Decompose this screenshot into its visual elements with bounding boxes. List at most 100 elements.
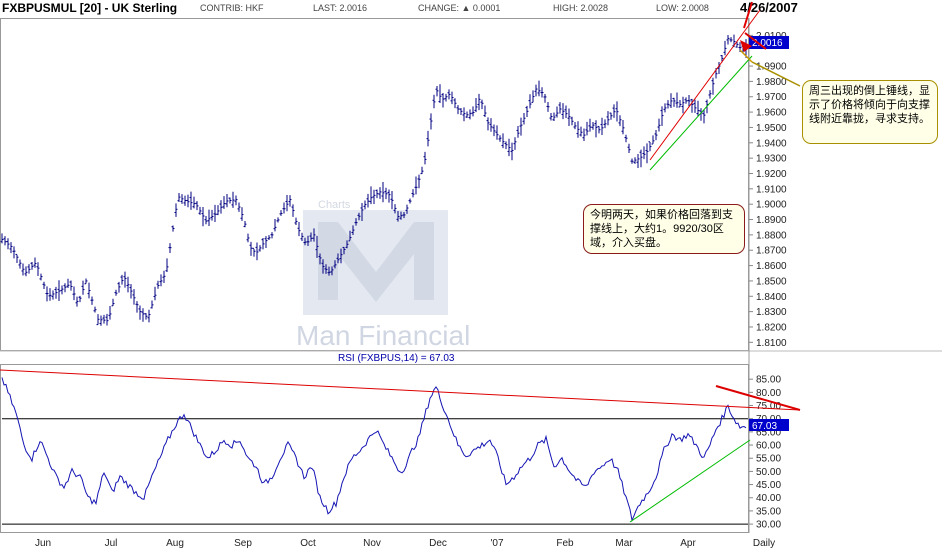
price-bar — [645, 143, 649, 164]
price-tick-label: 1.9000 — [756, 200, 787, 211]
price-tick-label: 1.8800 — [756, 230, 787, 241]
price-bar — [81, 280, 85, 295]
price-bar — [9, 242, 13, 254]
price-bar — [159, 274, 163, 287]
gold-callout-line — [751, 61, 801, 87]
price-bar — [492, 124, 496, 137]
rsi-last-box: 67.03 — [749, 419, 789, 432]
price-bar — [168, 243, 172, 254]
watermark-faded-text: Charts — [318, 199, 351, 211]
price-bar — [402, 212, 406, 219]
price-bar — [204, 216, 208, 225]
price-bars — [0, 34, 748, 326]
high-label: HIGH: 2.0028 — [553, 3, 609, 13]
price-bar — [333, 260, 337, 269]
watermark-brand: Man Financial — [296, 320, 470, 351]
price-bar — [27, 264, 31, 274]
price-bar — [189, 191, 193, 210]
price-bar — [108, 306, 112, 320]
price-bar — [687, 95, 691, 107]
price-bar — [696, 100, 700, 117]
price-bar — [267, 235, 271, 240]
price-bar — [654, 130, 658, 141]
price-bar — [363, 200, 367, 210]
price-bar — [111, 298, 115, 307]
price-bar — [351, 225, 355, 235]
x-axis-label: Feb — [556, 538, 574, 549]
price-bar — [282, 202, 286, 214]
price-bar — [66, 278, 70, 288]
x-axis-label: Apr — [680, 538, 696, 549]
price-bar — [381, 181, 385, 203]
price-bar — [339, 248, 343, 264]
price-bar — [270, 232, 274, 239]
price-bar — [96, 314, 100, 326]
price-bar — [129, 284, 133, 299]
price-bar — [309, 232, 313, 242]
price-bar — [156, 280, 160, 289]
price-bar — [591, 121, 595, 130]
price-bar — [201, 207, 205, 227]
price-bar — [12, 246, 16, 259]
rsi-tick-label: 75.00 — [756, 401, 781, 412]
price-bar — [342, 246, 346, 255]
price-bar — [585, 121, 589, 136]
price-bar — [279, 210, 283, 216]
price-bar — [636, 154, 640, 169]
price-bar — [708, 90, 712, 99]
watermark-logo: Charts Man Financial — [296, 199, 470, 351]
price-bar — [303, 237, 307, 246]
price-bar — [318, 253, 322, 265]
price-bar — [18, 259, 22, 269]
price-tick-label: 1.9200 — [756, 169, 787, 180]
price-bar — [435, 85, 439, 97]
price-bar — [726, 35, 730, 45]
price-bar — [573, 122, 577, 130]
rsi-tick-label: 65.00 — [756, 427, 781, 438]
price-bar — [300, 232, 304, 242]
price-bar — [3, 236, 7, 246]
price-bar — [597, 125, 601, 134]
price-bar — [417, 174, 421, 189]
price-bar — [624, 134, 628, 143]
rsi-tick-label: 45.00 — [756, 480, 781, 491]
price-bar — [273, 219, 277, 232]
price-bar — [6, 238, 10, 250]
price-bar — [246, 233, 250, 243]
price-bar — [288, 195, 292, 207]
price-bar — [678, 100, 682, 108]
price-tick-label: 1.9700 — [756, 92, 787, 103]
rsi-resistance-line — [0, 369, 801, 411]
price-bar — [144, 313, 148, 320]
x-axis-label: Sep — [234, 538, 252, 549]
price-bar — [657, 118, 661, 132]
rsi-support-line — [629, 439, 751, 523]
price-bar — [666, 100, 670, 109]
rsi-tick-label: 40.00 — [756, 493, 781, 504]
price-bar — [672, 97, 676, 107]
price-bar — [570, 116, 574, 126]
price-bar — [369, 186, 373, 205]
price-bar — [312, 228, 316, 242]
x-axis-label: Oct — [300, 538, 316, 549]
price-bar — [105, 313, 109, 326]
price-bar — [510, 142, 514, 161]
price-bar — [618, 115, 622, 127]
rsi-line — [1, 377, 747, 523]
price-bar — [552, 112, 556, 121]
price-bar — [51, 290, 55, 300]
price-bar — [297, 222, 301, 237]
price-bar — [579, 126, 583, 137]
price-bar — [249, 241, 253, 256]
price-bar — [87, 282, 91, 299]
price-bar — [384, 187, 388, 200]
price-bar — [543, 94, 547, 103]
price-bar — [45, 286, 49, 302]
price-bar — [222, 196, 226, 209]
red-arrowhead-icon — [740, 40, 752, 52]
arrow-annotations — [739, 1, 801, 87]
price-bar — [360, 203, 364, 221]
price-bar — [345, 240, 349, 249]
price-bar — [702, 110, 706, 124]
price-bar — [240, 207, 244, 221]
